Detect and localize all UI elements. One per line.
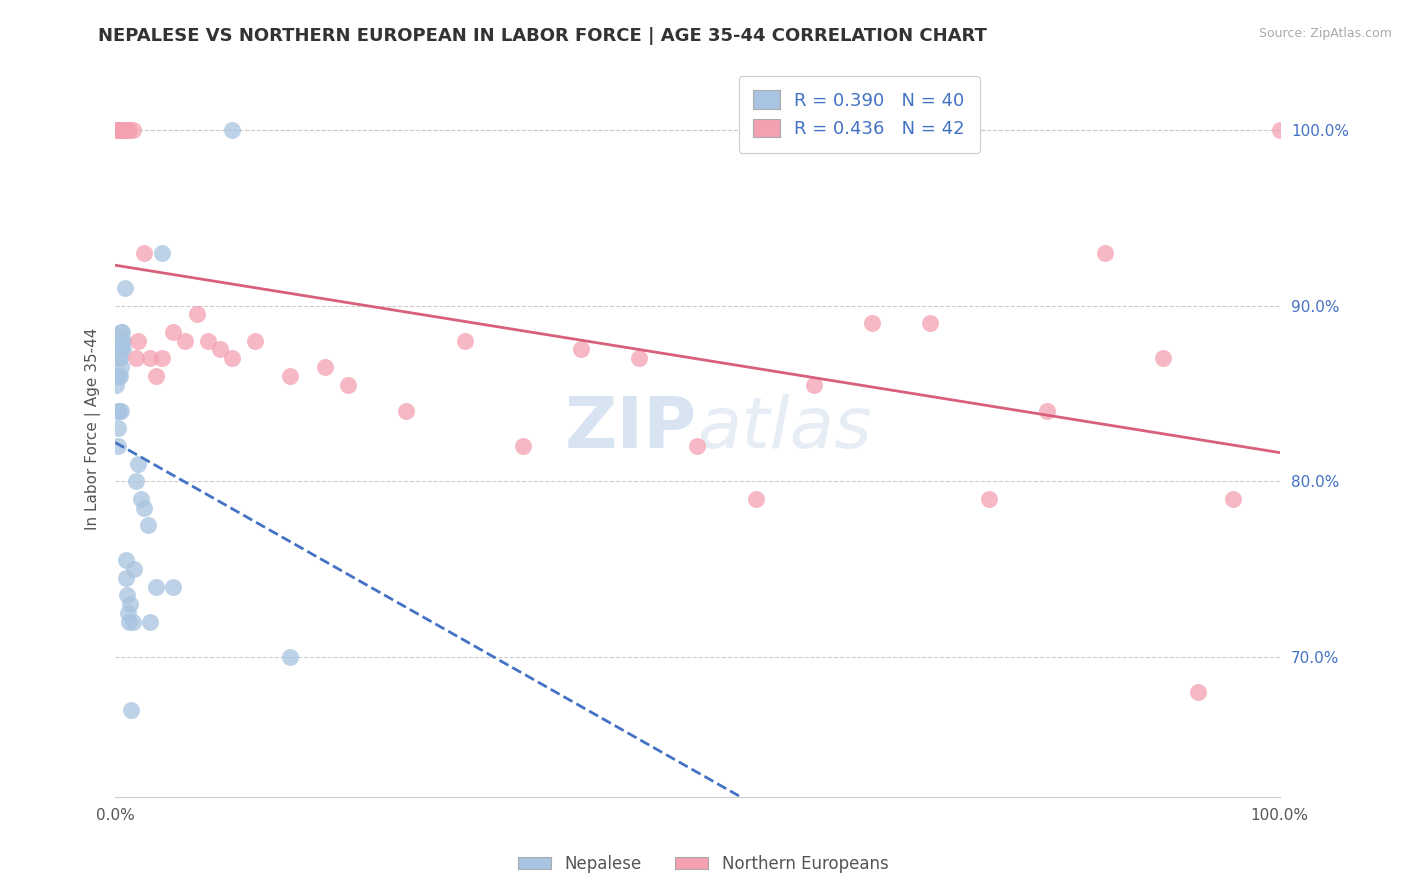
Point: [512, 439, 534, 453]
Point: [111, 334, 134, 348]
Point: [1036, 404, 1059, 418]
Point: [125, 351, 148, 366]
Point: [1152, 351, 1174, 366]
Point: [127, 334, 149, 348]
Point: [112, 343, 135, 357]
Point: [121, 123, 143, 137]
Point: [122, 562, 145, 576]
Point: [174, 334, 197, 348]
Point: [744, 491, 766, 506]
Point: [121, 615, 143, 629]
Point: [186, 307, 208, 321]
Point: [108, 351, 131, 366]
Point: [107, 421, 129, 435]
Point: [278, 649, 301, 664]
Point: [628, 351, 651, 366]
Point: [145, 580, 167, 594]
Point: [243, 334, 266, 348]
Point: [105, 377, 128, 392]
Point: [107, 439, 129, 453]
Point: [108, 343, 131, 357]
Point: [139, 615, 162, 629]
Point: [110, 325, 132, 339]
Point: [114, 571, 136, 585]
Point: [107, 404, 129, 418]
Point: [920, 316, 942, 330]
Point: [278, 368, 301, 383]
Point: [108, 368, 131, 383]
Point: [111, 123, 134, 137]
Point: [162, 580, 184, 594]
Point: [197, 334, 219, 348]
Point: [686, 439, 709, 453]
Point: [150, 351, 173, 366]
Point: [1222, 491, 1244, 506]
Point: [112, 334, 135, 348]
Point: [860, 316, 883, 330]
Point: [115, 123, 138, 137]
Point: [115, 588, 138, 602]
Point: [114, 553, 136, 567]
Point: [395, 404, 418, 418]
Point: [453, 334, 475, 348]
Text: Source: ZipAtlas.com: Source: ZipAtlas.com: [1258, 27, 1392, 40]
Point: [105, 368, 128, 383]
Point: [221, 351, 243, 366]
Point: [314, 359, 336, 374]
Point: [105, 123, 128, 137]
Point: [110, 343, 132, 357]
Point: [125, 474, 148, 488]
Point: [110, 404, 132, 418]
Point: [1094, 245, 1116, 260]
Point: [1268, 123, 1291, 137]
Point: [129, 491, 152, 506]
Point: [977, 491, 1000, 506]
Point: [107, 123, 129, 137]
Text: ZIP: ZIP: [565, 394, 697, 463]
Point: [208, 343, 231, 357]
Point: [145, 368, 167, 383]
Point: [118, 123, 141, 137]
Point: [114, 281, 136, 295]
Point: [150, 245, 173, 260]
Point: [108, 123, 131, 137]
Point: [111, 325, 134, 339]
Point: [134, 500, 156, 515]
Point: [121, 702, 143, 716]
Text: atlas: atlas: [697, 394, 872, 463]
Point: [569, 343, 592, 357]
Point: [139, 351, 162, 366]
Legend: R = 0.390   N = 40, R = 0.436   N = 42: R = 0.390 N = 40, R = 0.436 N = 42: [738, 76, 980, 153]
Text: NEPALESE VS NORTHERN EUROPEAN IN LABOR FORCE | AGE 35-44 CORRELATION CHART: NEPALESE VS NORTHERN EUROPEAN IN LABOR F…: [98, 27, 987, 45]
Point: [107, 368, 129, 383]
Legend: Nepalese, Northern Europeans: Nepalese, Northern Europeans: [510, 848, 896, 880]
Point: [134, 245, 156, 260]
Point: [114, 123, 136, 137]
Point: [136, 518, 159, 533]
Point: [107, 404, 129, 418]
Point: [107, 351, 129, 366]
Point: [120, 597, 142, 611]
Point: [1187, 685, 1209, 699]
Point: [127, 457, 149, 471]
Point: [337, 377, 360, 392]
Point: [117, 606, 139, 620]
Point: [107, 123, 129, 137]
Point: [118, 615, 141, 629]
Point: [162, 325, 184, 339]
Point: [221, 123, 243, 137]
Point: [110, 359, 132, 374]
Point: [803, 377, 825, 392]
Y-axis label: In Labor Force | Age 35-44: In Labor Force | Age 35-44: [86, 327, 101, 530]
